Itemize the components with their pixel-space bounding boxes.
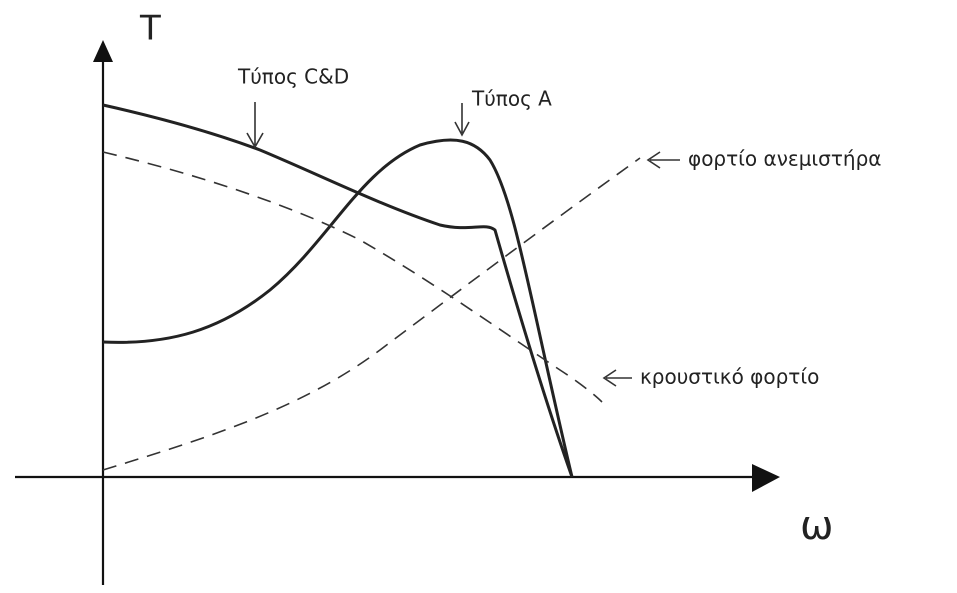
curve-type-cd [102,103,574,478]
pointer-fan-load [646,151,680,169]
y-axis-label: T [139,9,161,49]
label-type-cd: Τύπος C&D [237,65,349,89]
pointer-type-a [454,103,470,137]
y-axis-arrow [93,40,113,62]
x-axis-label: ω [800,503,834,549]
label-type-a: Τύπος Α [471,87,552,111]
curve-fan-load [102,157,641,471]
label-fan-load: φορτίο ανεμιστήρα [688,147,881,171]
pointer-type-cd [246,102,264,149]
x-axis-arrow [752,464,780,492]
curve-impact-load [102,151,603,403]
pointer-impact-load [602,369,632,387]
curve-type-a [102,138,574,478]
label-impact-load: κρουστικό φορτίο [640,365,819,389]
